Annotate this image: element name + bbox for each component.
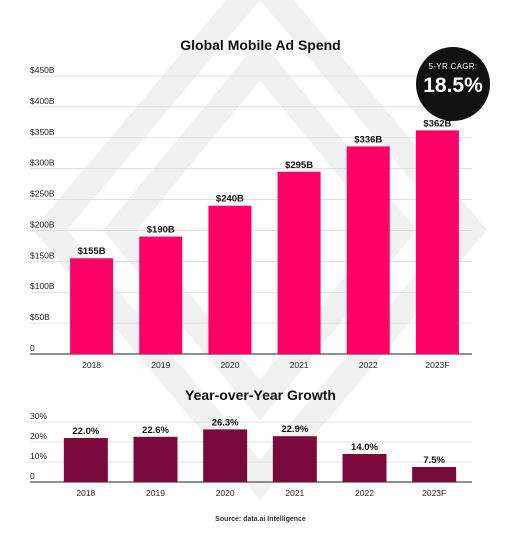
spend-y-tick-label: $250B bbox=[30, 189, 55, 199]
spend-x-tick-label: 2018 bbox=[82, 360, 101, 370]
spend-data-label: $336B bbox=[354, 134, 382, 145]
spend-y-tick-label: $400B bbox=[30, 96, 55, 106]
spend-data-label: $295B bbox=[285, 160, 313, 171]
spend-y-tick-label: $50B bbox=[30, 312, 50, 322]
spend-bar bbox=[70, 258, 114, 354]
growth-bar bbox=[272, 436, 317, 482]
cagr-badge-value: 18.5% bbox=[423, 74, 483, 97]
spend-data-label: $190B bbox=[147, 225, 175, 236]
growth-bar bbox=[412, 467, 457, 482]
spend-x-tick-label: 2021 bbox=[290, 360, 309, 370]
spend-y-tick-label: 0 bbox=[30, 343, 35, 353]
spend-y-tick-label: $450B bbox=[30, 65, 55, 75]
growth-y-tick-label: 30% bbox=[30, 411, 47, 421]
growth-bar bbox=[133, 436, 178, 482]
spend-y-tick-label: $200B bbox=[30, 219, 55, 229]
spend-y-tick-label: $350B bbox=[30, 127, 55, 137]
growth-bar bbox=[203, 429, 248, 482]
spend-y-tick-label: $100B bbox=[30, 281, 55, 291]
spend-bar bbox=[346, 146, 390, 354]
growth-y-tick-label: 20% bbox=[30, 431, 47, 441]
growth-x-tick-label: 2018 bbox=[76, 488, 95, 498]
spend-x-tick-label: 2022 bbox=[359, 360, 378, 370]
cagr-badge-label: 5-YR CAGR: bbox=[428, 62, 478, 71]
spend-bar bbox=[139, 236, 183, 354]
spend-bar bbox=[415, 130, 459, 354]
growth-x-tick-label: 2022 bbox=[355, 488, 374, 498]
growth-data-label: 22.9% bbox=[281, 424, 308, 435]
growth-bar bbox=[342, 454, 387, 482]
growth-x-tick-label: 2023F bbox=[422, 488, 446, 498]
growth-y-tick-label: 0 bbox=[30, 471, 35, 481]
spend-x-tick-label: 2020 bbox=[220, 360, 239, 370]
growth-data-label: 26.3% bbox=[212, 417, 239, 428]
growth-data-label: 14.0% bbox=[351, 442, 378, 453]
spend-data-label: $362B bbox=[423, 118, 451, 129]
spend-chart: 0 $50B $100B $150B $200B $250B $300B $350B $400B… bbox=[30, 65, 472, 370]
spend-data-label: $155B bbox=[78, 246, 106, 257]
growth-x-tick-label: 2019 bbox=[146, 488, 165, 498]
growth-data-label: 7.5% bbox=[423, 455, 445, 466]
spend-y-tick-label: $150B bbox=[30, 250, 55, 260]
spend-x-tick-label: 2023F bbox=[425, 360, 449, 370]
source-note: Source: data.ai Intelligence bbox=[215, 516, 306, 523]
growth-chart-title: Year-over-Year Growth bbox=[185, 387, 336, 403]
growth-x-tick-label: 2021 bbox=[285, 488, 304, 498]
spend-data-label: $240B bbox=[216, 194, 244, 205]
spend-bar bbox=[208, 205, 252, 354]
spend-y-tick-label: $300B bbox=[30, 158, 55, 168]
growth-y-tick-label: 10% bbox=[30, 451, 47, 461]
cagr-badge: 5-YR CAGR: 18.5% bbox=[416, 47, 490, 121]
spend-bar bbox=[277, 171, 321, 354]
growth-bar bbox=[63, 438, 108, 482]
growth-x-tick-label: 2020 bbox=[216, 488, 235, 498]
growth-data-label: 22.0% bbox=[72, 426, 99, 437]
spend-x-tick-label: 2019 bbox=[151, 360, 170, 370]
spend-chart-title: Global Mobile Ad Spend bbox=[180, 37, 341, 53]
growth-data-label: 22.6% bbox=[142, 425, 169, 436]
